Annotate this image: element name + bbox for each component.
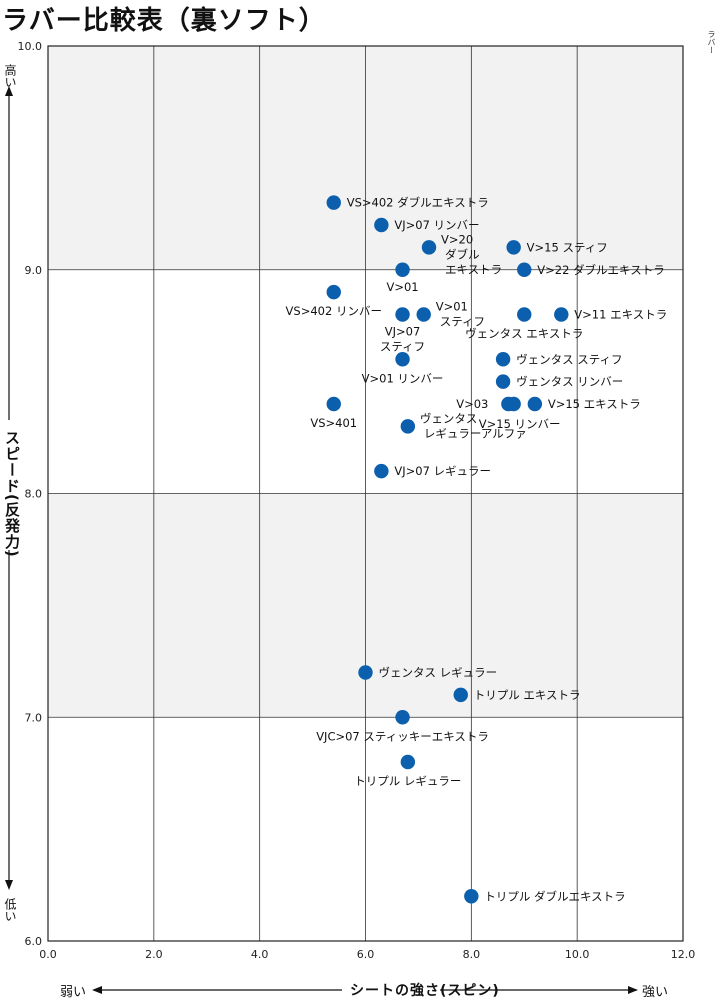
data-point [453,687,468,703]
data-label: V>15 エキストラ [548,397,641,411]
x-axis-title-row: 弱い シートの強さ(スピン) 強い [60,980,680,1000]
data-point [374,217,389,233]
data-point [495,374,511,389]
data-label: トリプル ダブルエキストラ [484,889,625,903]
x-tick-label: 6.0 [357,948,375,961]
y-axis-low-label: 低い [3,898,17,922]
data-label: V>20 [441,232,473,246]
x-axis-title: シートの強さ(スピン) [350,983,500,999]
y-tick-label: 9.0 [25,264,43,277]
data-label: レギュラーアルファ [424,426,527,440]
corner-note: ラバー [707,30,716,54]
data-label: スティフ [440,315,485,329]
data-point [517,307,532,322]
data-point [400,754,416,770]
data-label: ヴェンタス [420,411,478,425]
y-tick-label: 10.0 [18,40,43,53]
data-label: ヴェンタス リンバー [516,375,623,389]
data-point [464,889,479,904]
y-axis-title: スピード(反発力) [3,430,21,558]
data-label: VJ>07 リンバー [394,218,479,232]
data-point [395,307,410,322]
data-label: V>03 [456,397,488,411]
data-point [506,396,521,412]
x-tick-label: 0.0 [39,948,57,961]
plot-frame [47,45,684,942]
data-label: ヴェンタス エキストラ [465,327,583,341]
x-axis-strong-label: 強い [642,985,669,1000]
y-tick-label: 8.0 [25,488,43,501]
page-title: ラバー比較表（裏ソフト） [2,6,326,36]
data-point [358,665,373,680]
data-point [506,240,521,255]
data-label: トリプル レギュラー [354,774,461,788]
x-tick-label: 4.0 [251,948,269,961]
data-label: ヴェンタス レギュラー [379,666,498,680]
data-label: VJ>07 レギュラー [394,464,491,478]
data-point [517,262,532,277]
x-arrow-left-icon [92,986,102,994]
data-label: トリプル エキストラ [474,688,581,702]
data-label: スティフ [380,340,425,354]
data-point [374,463,389,479]
data-point [421,240,437,255]
data-label: VS>402 ダブルエキストラ [347,196,489,210]
data-label: V>22 ダブルエキストラ [537,263,664,277]
data-point [395,352,410,367]
data-point [400,419,416,434]
y-tick-label: 7.0 [25,711,43,724]
data-label: VS>401 [310,416,357,430]
data-point [554,307,569,322]
data-label: ダブル [445,247,480,261]
data-label: エキストラ [445,262,502,276]
data-point [416,307,431,322]
data-point [527,396,543,412]
data-point [326,396,341,412]
y-axis-high-label: 高い [3,64,17,88]
data-label: V>15 スティフ [527,240,608,254]
data-label: V>01 [386,280,418,294]
x-tick-label: 10.0 [565,948,590,961]
x-tick-label: 12.0 [671,948,696,961]
data-point [495,352,511,367]
x-axis-weak-label: 弱い [60,985,87,1000]
data-label: ヴェンタス スティフ [516,352,622,366]
data-label: V>01 [436,300,468,314]
x-tick-label: 8.0 [463,948,481,961]
x-arrow-right-icon [628,986,638,994]
data-label: VJC>07 スティッキーエキストラ [316,729,489,743]
data-point [395,262,410,277]
y-arrow-up-icon [5,86,13,96]
data-label: VS>402 リンバー [286,304,382,318]
x-tick-label: 2.0 [145,948,163,961]
data-label: V>01 リンバー [362,371,444,385]
y-tick-label: 6.0 [25,935,43,948]
data-label: V>11 エキストラ [574,308,667,322]
data-point [395,710,410,725]
y-arrow-down-icon [5,880,13,890]
data-point [326,284,341,300]
data-label: VJ>07 [385,325,421,339]
data-point [326,195,341,210]
data-label: V>15 リンバー [479,417,561,431]
